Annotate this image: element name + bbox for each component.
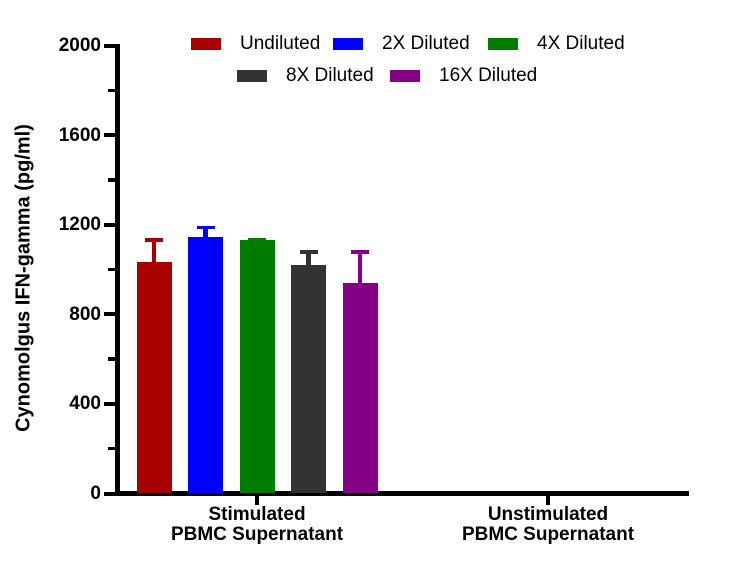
- y-axis-tick-label: 800: [69, 303, 101, 325]
- y-axis-major-tick: [104, 312, 117, 317]
- bar-8x-diluted: [291, 265, 326, 494]
- legend-swatch-icon: [488, 38, 518, 50]
- error-bar-stem: [151, 238, 157, 262]
- y-axis-minor-tick: [108, 178, 117, 182]
- y-axis-tick-label: 1600: [58, 124, 101, 146]
- legend-item-2x-diluted: 2X Diluted: [333, 34, 470, 54]
- x-axis-group-tick: [546, 494, 550, 505]
- y-axis-major-tick: [104, 133, 117, 138]
- error-bar-stem: [357, 250, 363, 283]
- y-axis-minor-tick: [108, 446, 117, 451]
- legend-item-4x-diluted: 4X Diluted: [488, 34, 625, 54]
- y-axis-tick-label: 2000: [58, 35, 101, 56]
- x-axis-line: [115, 491, 689, 496]
- y-axis-major-tick: [104, 491, 117, 496]
- error-bar-stem: [306, 250, 311, 265]
- error-bar-cap: [196, 225, 215, 230]
- legend-item-8x-diluted: 8X Diluted: [237, 64, 374, 86]
- legend-swatch-icon: [191, 38, 221, 50]
- legend-swatch-icon: [390, 69, 420, 82]
- legend: Undiluted 2X Diluted 4X Diluted 8X Diluted 1…: [0, 0, 749, 100]
- bar-4x-diluted: [239, 240, 275, 494]
- bar-undiluted: [136, 261, 172, 494]
- legend-item-16x-diluted: 16X Diluted: [390, 64, 538, 86]
- legend-swatch-icon: [333, 38, 363, 50]
- y-axis-line: [115, 43, 120, 496]
- y-axis-major-tick: [104, 401, 117, 406]
- error-bar-cap: [145, 238, 163, 242]
- legend-swatch-icon: [237, 69, 267, 82]
- bar-16x-diluted: [342, 282, 378, 494]
- error-bar-cap: [299, 250, 318, 254]
- y-axis-minor-tick: [108, 357, 117, 361]
- y-axis-tick-label: 0: [90, 483, 101, 504]
- error-bar-cap: [351, 250, 369, 254]
- y-axis-major-tick: [104, 222, 117, 227]
- y-axis-major-tick: [104, 43, 117, 48]
- y-axis-minor-tick: [108, 88, 117, 93]
- legend-label: 8X Diluted: [286, 64, 374, 86]
- legend-item-undiluted: Undiluted: [191, 34, 320, 54]
- legend-label: 2X Diluted: [382, 33, 470, 54]
- x-axis-group-label: Unstimulated PBMC Supernatant: [461, 504, 635, 545]
- bar-2x-diluted: [188, 237, 223, 494]
- y-axis-minor-tick: [108, 267, 117, 272]
- y-axis-tick-label: 1200: [58, 214, 101, 236]
- x-axis-group-tick: [255, 494, 259, 505]
- error-bar-stem: [203, 225, 208, 237]
- legend-label: 16X Diluted: [439, 64, 538, 86]
- x-axis-group-label: Stimulated PBMC Supernatant: [170, 504, 344, 545]
- legend-label: 4X Diluted: [537, 33, 625, 54]
- legend-label: Undiluted: [240, 33, 321, 54]
- y-axis-tick-label: 400: [69, 393, 101, 415]
- error-bar-cap: [248, 238, 266, 242]
